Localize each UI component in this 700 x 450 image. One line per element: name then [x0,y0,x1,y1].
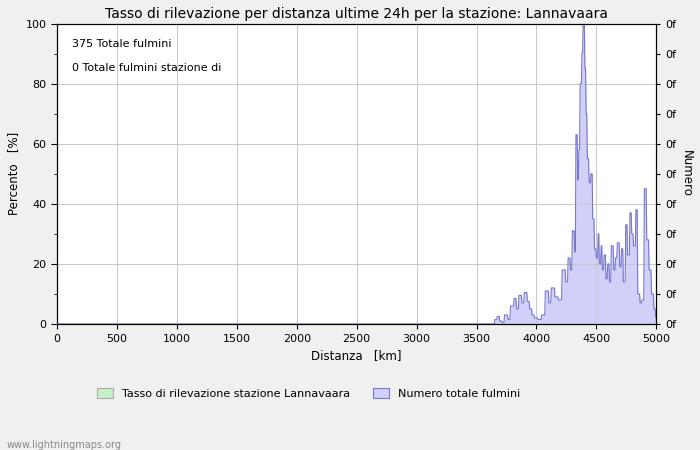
Legend: Tasso di rilevazione stazione Lannavaara, Numero totale fulmini: Tasso di rilevazione stazione Lannavaara… [92,383,525,403]
Text: 0 Totale fulmini stazione di: 0 Totale fulmini stazione di [72,63,221,72]
X-axis label: Distanza   [km]: Distanza [km] [312,349,402,362]
Title: Tasso di rilevazione per distanza ultime 24h per la stazione: Lannavaara: Tasso di rilevazione per distanza ultime… [105,7,608,21]
Text: www.lightningmaps.org: www.lightningmaps.org [7,440,122,450]
Y-axis label: Percento   [%]: Percento [%] [7,132,20,216]
Y-axis label: Numero: Numero [680,150,693,197]
Text: 375 Totale fulmini: 375 Totale fulmini [72,39,172,49]
